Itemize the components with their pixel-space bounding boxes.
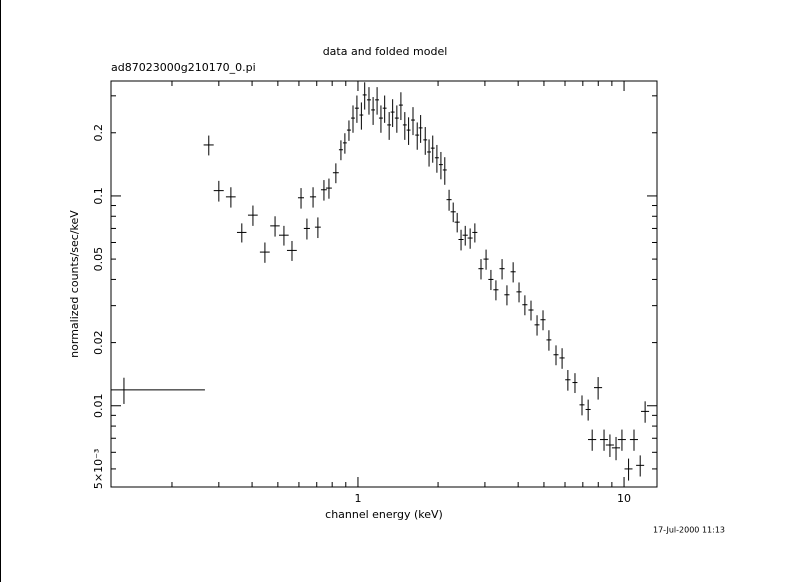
chart-title: data and folded model [323, 45, 448, 58]
x-tick-label: 1 [354, 492, 361, 505]
y-axis-label: normalized counts/sec/keV [68, 210, 81, 358]
timestamp: 17-Jul-2000 11:13 [653, 526, 725, 535]
y-tick-label: 0.05 [92, 247, 105, 272]
y-tick-label: 0.02 [92, 330, 105, 355]
y-tick-label: 5×10⁻³ [92, 449, 105, 489]
y-tick-label: 0.2 [92, 124, 105, 142]
plot-frame [110, 80, 658, 488]
chart-subtitle: ad87023000g210170_0.pi [111, 61, 256, 74]
y-tick-label: 0.01 [92, 394, 105, 419]
y-tick-label: 0.1 [92, 187, 105, 205]
x-tick-label: 10 [617, 492, 631, 505]
x-axis-label: channel energy (keV) [325, 508, 443, 521]
